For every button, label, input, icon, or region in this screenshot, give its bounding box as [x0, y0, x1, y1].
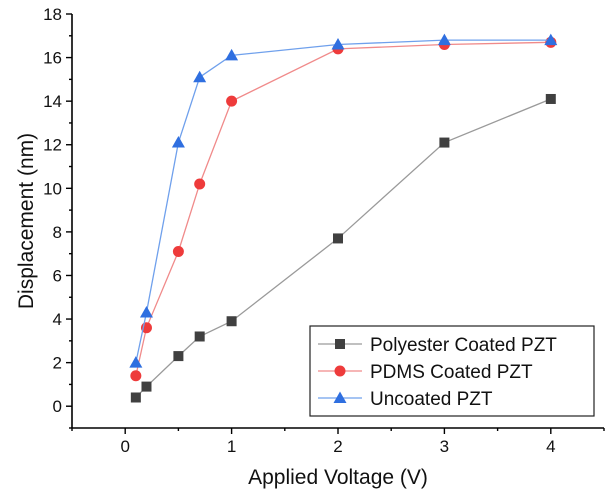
series-1: [130, 93, 556, 403]
data-point: [331, 38, 345, 50]
data-point: [194, 178, 206, 190]
data-point: [194, 331, 205, 342]
data-point: [226, 95, 238, 107]
data-point: [141, 381, 152, 392]
data-point: [333, 233, 343, 244]
legend-label: PDMS Coated PZT: [370, 362, 533, 383]
legend-label: Polyester Coated PZT: [370, 335, 557, 356]
series-layer: [129, 33, 558, 403]
data-point: [226, 316, 237, 327]
x-tick-label: 1: [227, 437, 236, 456]
legend-item: Uncoated PZT: [318, 389, 493, 410]
data-point: [171, 136, 185, 148]
data-point: [193, 70, 207, 83]
y-tick-label: 10: [43, 179, 62, 198]
y-axis-title: Displacement (nm): [15, 133, 38, 309]
legend-marker: [334, 365, 346, 377]
data-point: [130, 392, 141, 403]
x-axis-title: Applied Voltage (V): [248, 466, 428, 489]
y-tick-label: 18: [43, 5, 62, 24]
y-tick-label: 14: [43, 92, 62, 111]
data-point: [439, 137, 450, 148]
legend-marker: [335, 339, 345, 349]
y-tick-label: 12: [43, 136, 62, 155]
y-tick-label: 6: [53, 266, 62, 285]
y-tick-label: 16: [43, 49, 62, 68]
y-tick-label: 0: [53, 397, 62, 416]
legend-marker: [333, 391, 347, 403]
data-point: [544, 33, 558, 46]
legend-label: Uncoated PZT: [370, 389, 493, 410]
data-point: [225, 48, 239, 61]
data-point: [172, 246, 184, 258]
y-tick-label: 8: [53, 223, 62, 242]
y-tick-label: 4: [53, 310, 62, 329]
legend-item: PDMS Coated PZT: [318, 362, 533, 383]
data-point: [173, 351, 184, 362]
series-line: [135, 41, 551, 376]
x-tick-label: 4: [546, 437, 555, 456]
series-line: [135, 39, 551, 363]
x-tick-label: 0: [120, 437, 129, 456]
data-point: [130, 370, 142, 382]
data-point: [139, 306, 153, 318]
legend-item: Polyester Coated PZT: [318, 335, 557, 356]
data-point: [129, 356, 143, 368]
series-line: [135, 98, 552, 398]
data-point: [437, 33, 451, 46]
legend: Polyester Coated PZT PDMS Coated PZT Uncoa…: [309, 325, 595, 417]
x-tick-label: 2: [333, 437, 342, 456]
series-3: [129, 33, 558, 368]
y-tick-label: 2: [53, 354, 62, 373]
x-tick-label: 3: [440, 437, 449, 456]
data-point: [545, 93, 556, 104]
